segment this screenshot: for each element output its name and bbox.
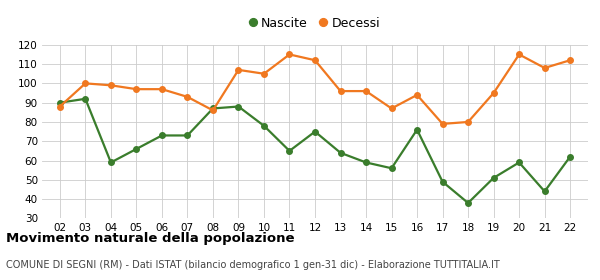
Nascite [209, 107, 217, 110]
Decessi [209, 109, 217, 112]
Decessi [82, 82, 89, 85]
Nascite [566, 155, 574, 158]
Decessi [413, 93, 421, 97]
Decessi [311, 59, 319, 62]
Decessi [566, 59, 574, 62]
Text: Movimento naturale della popolazione: Movimento naturale della popolazione [6, 232, 295, 245]
Decessi [541, 66, 548, 70]
Decessi [56, 105, 64, 108]
Nascite [439, 180, 446, 183]
Decessi [388, 107, 395, 110]
Decessi [184, 95, 191, 99]
Nascite [260, 124, 268, 127]
Decessi [158, 87, 166, 91]
Decessi [286, 53, 293, 56]
Legend: Nascite, Decessi: Nascite, Decessi [245, 12, 385, 35]
Nascite [362, 161, 370, 164]
Decessi [490, 91, 497, 95]
Nascite [311, 130, 319, 133]
Decessi [107, 84, 115, 87]
Nascite [515, 161, 523, 164]
Line: Nascite: Nascite [57, 96, 573, 206]
Decessi [337, 89, 344, 93]
Decessi [464, 120, 472, 124]
Line: Decessi: Decessi [57, 52, 573, 127]
Decessi [515, 53, 523, 56]
Nascite [133, 147, 140, 151]
Nascite [388, 167, 395, 170]
Nascite [82, 97, 89, 101]
Nascite [541, 190, 548, 193]
Nascite [184, 134, 191, 137]
Decessi [439, 122, 446, 125]
Decessi [235, 68, 242, 72]
Nascite [56, 101, 64, 104]
Decessi [362, 89, 370, 93]
Nascite [337, 151, 344, 155]
Decessi [260, 72, 268, 75]
Nascite [464, 201, 472, 205]
Nascite [107, 161, 115, 164]
Nascite [490, 176, 497, 179]
Nascite [158, 134, 166, 137]
Nascite [413, 128, 421, 131]
Nascite [235, 105, 242, 108]
Text: COMUNE DI SEGNI (RM) - Dati ISTAT (bilancio demografico 1 gen-31 dic) - Elaboraz: COMUNE DI SEGNI (RM) - Dati ISTAT (bilan… [6, 260, 500, 270]
Nascite [286, 149, 293, 153]
Decessi [133, 87, 140, 91]
